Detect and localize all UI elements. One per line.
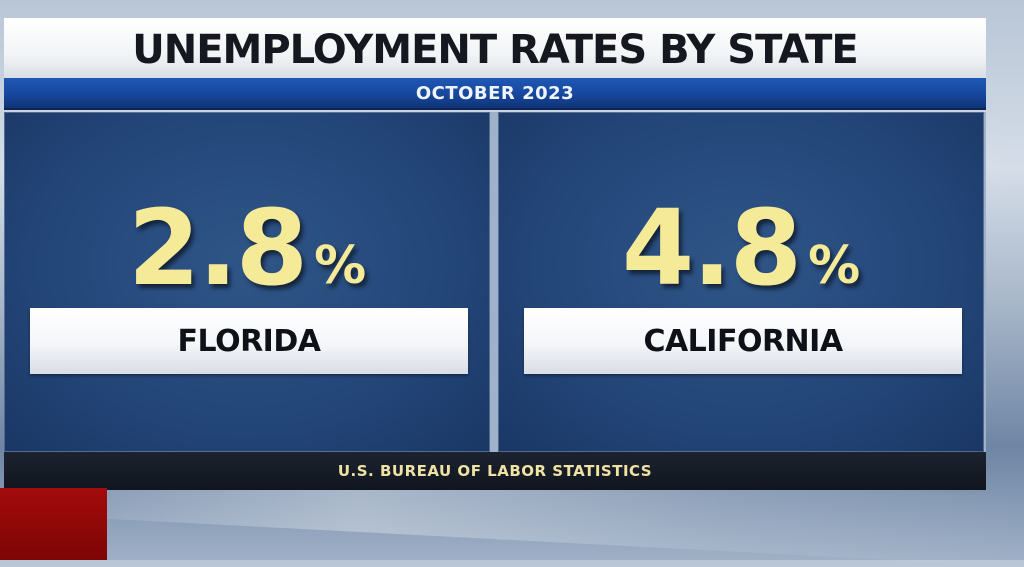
percent-sign: % bbox=[314, 236, 367, 296]
subtitle-bar: OCTOBER 2023 bbox=[4, 78, 986, 110]
red-accent-block bbox=[0, 488, 107, 560]
state-name: FLORIDA bbox=[177, 323, 321, 359]
source-credit: U.S. BUREAU OF LABOR STATISTICS bbox=[337, 462, 653, 480]
rate-display: 4.8 % bbox=[498, 190, 984, 300]
title-bar: UNEMPLOYMENT RATES BY STATE bbox=[4, 18, 986, 80]
state-name: CALIFORNIA bbox=[643, 323, 843, 359]
state-label-bar: FLORIDA bbox=[30, 308, 468, 374]
rate-value: 2.8 bbox=[127, 187, 308, 309]
state-label-bar: CALIFORNIA bbox=[524, 308, 962, 374]
rate-display: 2.8 % bbox=[4, 190, 490, 300]
percent-sign: % bbox=[808, 236, 861, 296]
source-bar: U.S. BUREAU OF LABOR STATISTICS bbox=[4, 452, 986, 490]
rate-value: 4.8 bbox=[621, 187, 802, 309]
panel-florida: 2.8 % FLORIDA bbox=[4, 112, 490, 452]
unemployment-graphic: UNEMPLOYMENT RATES BY STATE OCTOBER 2023… bbox=[4, 18, 986, 503]
graphic-subtitle: OCTOBER 2023 bbox=[415, 82, 575, 104]
state-panels: 2.8 % FLORIDA 4.8 % CALIFORNIA bbox=[4, 112, 986, 452]
panel-california: 4.8 % CALIFORNIA bbox=[498, 112, 984, 452]
graphic-title: UNEMPLOYMENT RATES BY STATE bbox=[132, 27, 858, 73]
